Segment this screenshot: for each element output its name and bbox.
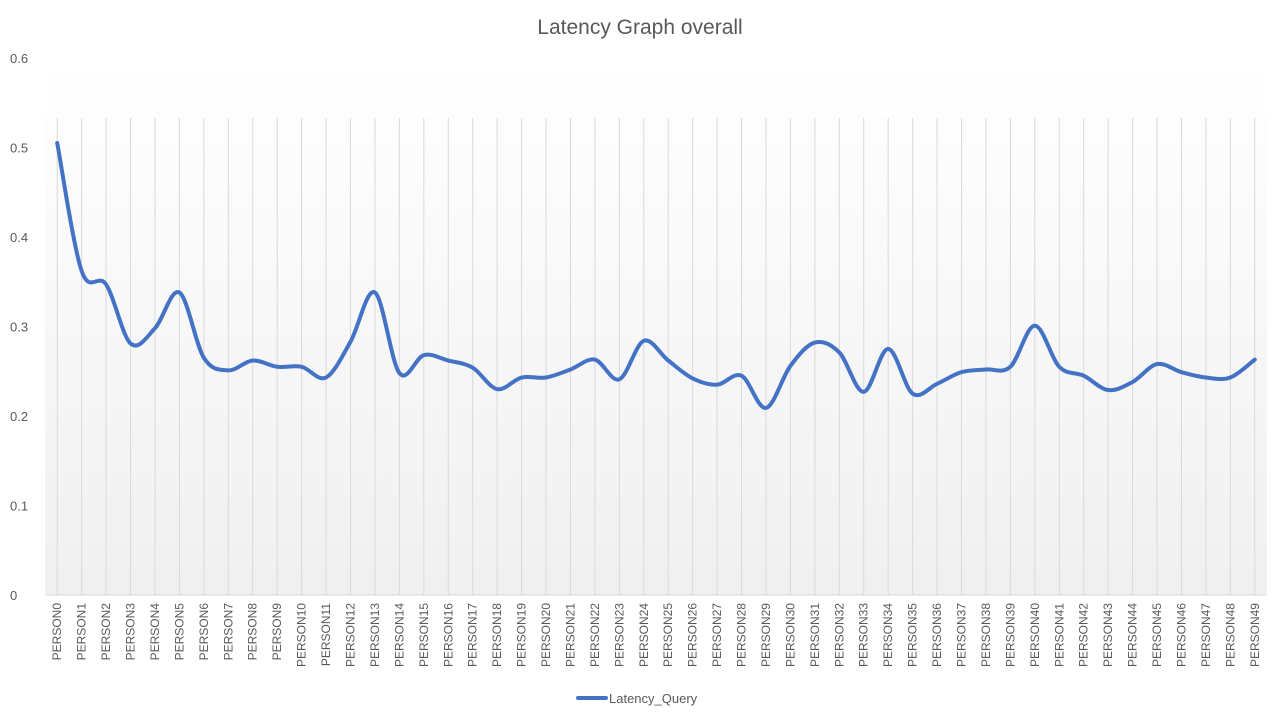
y-tick-label: 0.4 — [10, 230, 28, 245]
x-tick-label: PERSON20 — [539, 603, 553, 667]
x-tick-label: PERSON44 — [1126, 603, 1140, 667]
series-layer — [55, 141, 1257, 410]
x-tick-label: PERSON12 — [344, 603, 358, 667]
y-tick-label: 0.1 — [10, 499, 28, 514]
y-tick-label: 0.2 — [10, 409, 28, 424]
x-tick-label: PERSON42 — [1077, 603, 1091, 667]
x-tick-label: PERSON34 — [881, 603, 895, 667]
x-tick-label: PERSON46 — [1174, 603, 1188, 667]
x-tick-label: PERSON18 — [490, 603, 504, 667]
x-tick-label: PERSON16 — [441, 603, 455, 667]
x-tick-label: PERSON9 — [270, 603, 284, 661]
x-tick-label: PERSON28 — [735, 603, 749, 667]
x-tick-label: PERSON22 — [588, 603, 602, 667]
x-tick-label: PERSON19 — [515, 603, 529, 667]
x-tick-label: PERSON23 — [612, 603, 626, 667]
x-tick-label: PERSON39 — [1003, 603, 1017, 667]
x-tick-label: PERSON37 — [955, 603, 969, 667]
x-tick-label: PERSON1 — [75, 603, 89, 661]
x-tick-label: PERSON13 — [368, 603, 382, 667]
x-tick-label: PERSON14 — [392, 603, 406, 667]
legend-label: Latency_Query — [609, 691, 698, 706]
x-tick-label: PERSON26 — [686, 603, 700, 667]
x-tick-label: PERSON45 — [1150, 603, 1164, 667]
x-tick-label: PERSON24 — [637, 603, 651, 667]
y-tick-label: 0.3 — [10, 320, 28, 335]
x-tick-label: PERSON36 — [930, 603, 944, 667]
x-tick-label: PERSON49 — [1248, 603, 1262, 667]
legend: Latency_Query — [576, 691, 698, 706]
plot-background — [45, 58, 1267, 595]
x-tick-label: PERSON48 — [1223, 603, 1237, 667]
x-tick-label: PERSON27 — [710, 603, 724, 667]
x-tick-label: PERSON17 — [466, 603, 480, 667]
x-tick-label: PERSON30 — [783, 603, 797, 667]
x-tick-label: PERSON15 — [417, 603, 431, 667]
x-tick-label: PERSON21 — [563, 603, 577, 667]
x-tick-label: PERSON0 — [50, 603, 64, 661]
x-tick-label: PERSON6 — [197, 603, 211, 661]
grid-lines — [56, 118, 1256, 595]
x-tick-label: PERSON38 — [979, 603, 993, 667]
x-tick-label: PERSON35 — [906, 603, 920, 667]
x-tick-label: PERSON7 — [221, 603, 235, 661]
x-tick-label: PERSON5 — [172, 603, 186, 661]
x-tick-label: PERSON11 — [319, 603, 333, 666]
x-tick-label: PERSON29 — [759, 603, 773, 667]
x-tick-label: PERSON8 — [246, 603, 260, 661]
x-tick-label: PERSON43 — [1101, 603, 1115, 667]
x-tick-label: PERSON40 — [1028, 603, 1042, 667]
x-tick-label: PERSON41 — [1052, 603, 1066, 667]
y-tick-label: 0.5 — [10, 141, 28, 156]
x-axis: PERSON0 PERSON1 PERSON2 PERSON3 PERSON4 PERSO… — [45, 594, 1267, 667]
y-axis: 0 0.1 0.2 0.3 0.4 0.5 0.6 — [10, 51, 28, 603]
x-tick-label: PERSON47 — [1199, 603, 1213, 667]
y-tick-label: 0 — [10, 588, 17, 603]
x-tick-label: PERSON4 — [148, 603, 162, 661]
series-line — [55, 141, 1257, 410]
y-tick-label: 0.6 — [10, 51, 28, 66]
x-tick-label: PERSON32 — [832, 603, 846, 667]
x-tick-label: PERSON31 — [808, 603, 822, 667]
chart-title: Latency Graph overall — [537, 16, 742, 39]
x-tick-label: PERSON10 — [295, 603, 309, 667]
x-tick-label: PERSON33 — [857, 603, 871, 667]
x-tick-label: PERSON25 — [661, 603, 675, 667]
x-tick-label: PERSON2 — [99, 603, 113, 661]
x-tick-label: PERSON3 — [124, 603, 138, 661]
